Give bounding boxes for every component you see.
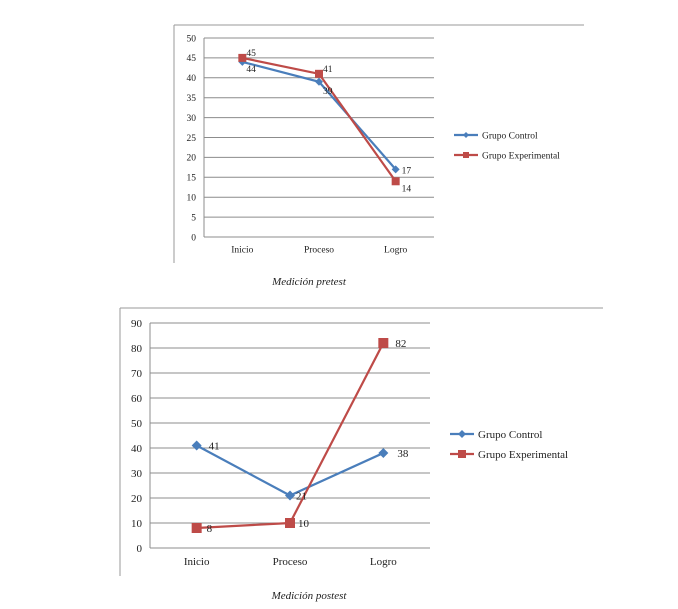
postest-legend-label: Grupo Experimental	[478, 449, 568, 461]
pretest-caption: Medición pretest	[272, 276, 346, 288]
postest-y-tick-label: 10	[131, 518, 143, 530]
pretest-chart: 0 5 10 15 20 25 30 35 40 45 50 Inicio Proceso Logro 44…	[173, 24, 585, 263]
postest-legend-item: Grupo Control	[450, 429, 542, 441]
pretest-y-tick-label: 30	[187, 114, 197, 124]
postest-y-tick-label: 60	[131, 393, 143, 405]
pretest-data-label: 39	[323, 87, 333, 97]
pretest-x-tick-label: Inicio	[231, 246, 253, 256]
pretest-point	[315, 69, 323, 78]
pretest-legend-marker	[463, 132, 469, 138]
postest-y-tick-label: 70	[131, 368, 143, 380]
postest-data-label: 21	[296, 491, 307, 503]
pretest-legend-label: Grupo Experimental	[482, 151, 560, 161]
pretest-point	[315, 77, 323, 86]
postest-x-tick-label: Proceso	[273, 556, 308, 568]
postest-point	[285, 490, 295, 501]
pretest-data-label: 14	[402, 184, 412, 194]
pretest-point	[238, 53, 247, 62]
pretest-y-tick-label: 45	[187, 54, 197, 64]
pretest-data-label: 45	[246, 49, 256, 59]
postest-y-tick-label: 0	[137, 543, 143, 555]
postest-legend-marker	[458, 430, 466, 438]
pretest-y-tick-label: 10	[187, 194, 197, 204]
postest-frame	[119, 307, 603, 576]
postest-x-tick-label: Logro	[370, 556, 397, 568]
postest-y-tick-label: 40	[131, 443, 143, 455]
postest-caption: Medición postest	[271, 590, 347, 602]
pretest-point	[391, 177, 400, 186]
pretest-chart-svg: 0 5 10 15 20 25 30 35 40 45 50 Inicio Proceso Logro 44…	[173, 24, 584, 263]
pretest-y-tick-label: 50	[187, 34, 197, 44]
pretest-legend-item: Grupo Control	[454, 131, 538, 141]
pretest-y-tick-label: 15	[187, 174, 197, 184]
postest-y-tick-label: 30	[131, 468, 143, 480]
pretest-legend-item: Grupo Experimental	[454, 151, 560, 161]
pretest-data-label: 17	[402, 166, 412, 176]
pretest-frame	[173, 24, 584, 263]
postest-data-label: 82	[395, 338, 406, 350]
postest-y-tick-label: 20	[131, 493, 143, 505]
postest-x-tick-label: Inicio	[184, 556, 210, 568]
postest-legend-marker	[458, 450, 466, 458]
pretest-y-tick-label: 5	[191, 213, 196, 223]
pretest-data-label: 41	[323, 65, 333, 75]
pretest-legend-label: Grupo Control	[482, 131, 538, 141]
postest-series-line-0	[196, 444, 384, 497]
postest-legend-item: Grupo Experimental	[450, 449, 568, 461]
pretest-data-label: 44	[246, 65, 256, 75]
pretest-point	[391, 165, 400, 174]
pretest-y-tick-label: 25	[187, 134, 197, 144]
postest-point	[378, 338, 389, 348]
postest-data-label: 38	[397, 448, 409, 460]
pretest-y-tick-label: 40	[187, 74, 197, 84]
postest-y-tick-label: 80	[131, 343, 143, 355]
postest-y-tick-label: 50	[131, 418, 143, 430]
postest-point	[378, 448, 389, 458]
postest-data-label: 41	[209, 441, 220, 453]
postest-point	[191, 523, 202, 533]
pretest-x-tick-label: Logro	[384, 246, 407, 256]
pretest-y-tick-label: 35	[187, 94, 197, 104]
pretest-x-tick-label: Proceso	[304, 246, 334, 256]
postest-data-label: 8	[207, 523, 213, 535]
postest-data-label: 10	[298, 518, 310, 530]
postest-legend-label: Grupo Control	[478, 429, 542, 441]
postest-y-tick-label: 90	[131, 318, 143, 330]
postest-point	[191, 440, 202, 451]
pretest-y-tick-label: 20	[187, 154, 197, 164]
postest-chart-svg: 0 10 20 30 40 50 60 70 80 90 Inicio Proceso Logro 41 2…	[119, 307, 603, 576]
pretest-legend-marker	[463, 152, 469, 158]
postest-chart: 0 10 20 30 40 50 60 70 80 90 Inicio Proceso Logro 41 2…	[119, 307, 604, 576]
postest-point	[285, 518, 295, 528]
pretest-y-tick-label: 0	[191, 233, 196, 243]
